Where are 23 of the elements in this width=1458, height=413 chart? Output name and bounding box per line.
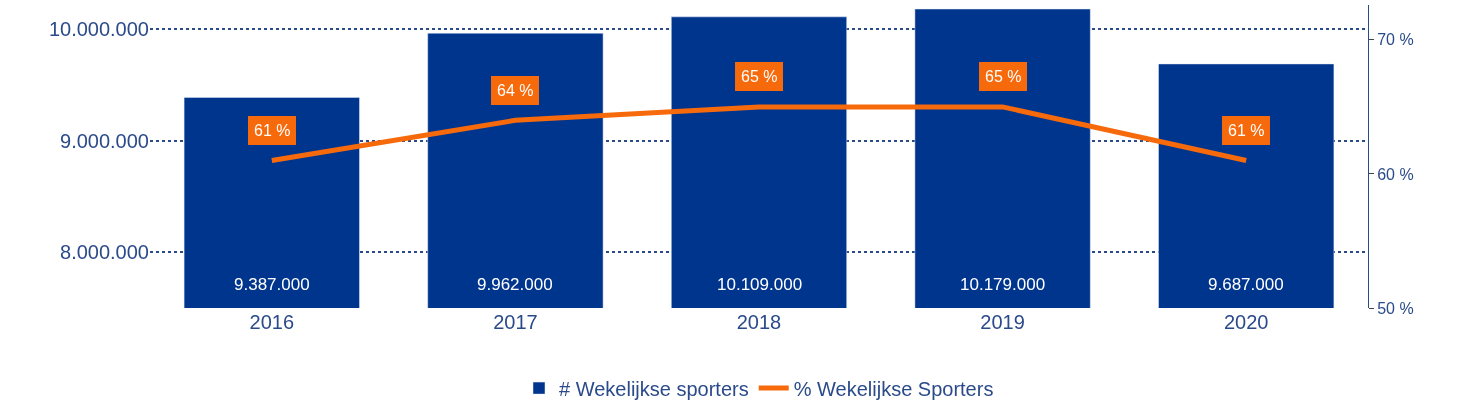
data-label: 10.179.000 — [960, 275, 1046, 294]
x-tick-label: 2019 — [980, 311, 1025, 333]
y-tick-label: 10.000.000 — [48, 17, 149, 40]
y2-tick-label: 60 % — [1377, 165, 1414, 183]
y2-tick-label: 50 % — [1377, 299, 1414, 317]
y-tick-label: 8.000.000 — [60, 241, 149, 264]
x-tick-label: 2018 — [736, 311, 782, 333]
data-label: 65 % — [985, 68, 1022, 85]
y2-tick-label: 70 % — [1377, 31, 1414, 49]
data-label: 9.687.000 — [1208, 275, 1284, 294]
data-label: 9.387.000 — [234, 275, 310, 294]
legend-label: # Wekelijkse sporters — [559, 377, 749, 400]
data-label: 61 % — [254, 122, 291, 139]
data-label: 10.109.000 — [717, 275, 803, 294]
x-tick-label: 2016 — [249, 311, 295, 333]
data-label: 64 % — [497, 82, 534, 99]
x-tick-label: 2017 — [493, 311, 538, 333]
data-label: 9.962.000 — [477, 275, 553, 294]
data-label: 61 % — [1228, 122, 1265, 139]
y-tick-label: 9.000.000 — [60, 129, 149, 152]
data-label: 65 % — [741, 68, 778, 85]
legend-label: % Wekelijkse Sporters — [793, 377, 994, 400]
x-tick-label: 2020 — [1223, 311, 1269, 333]
